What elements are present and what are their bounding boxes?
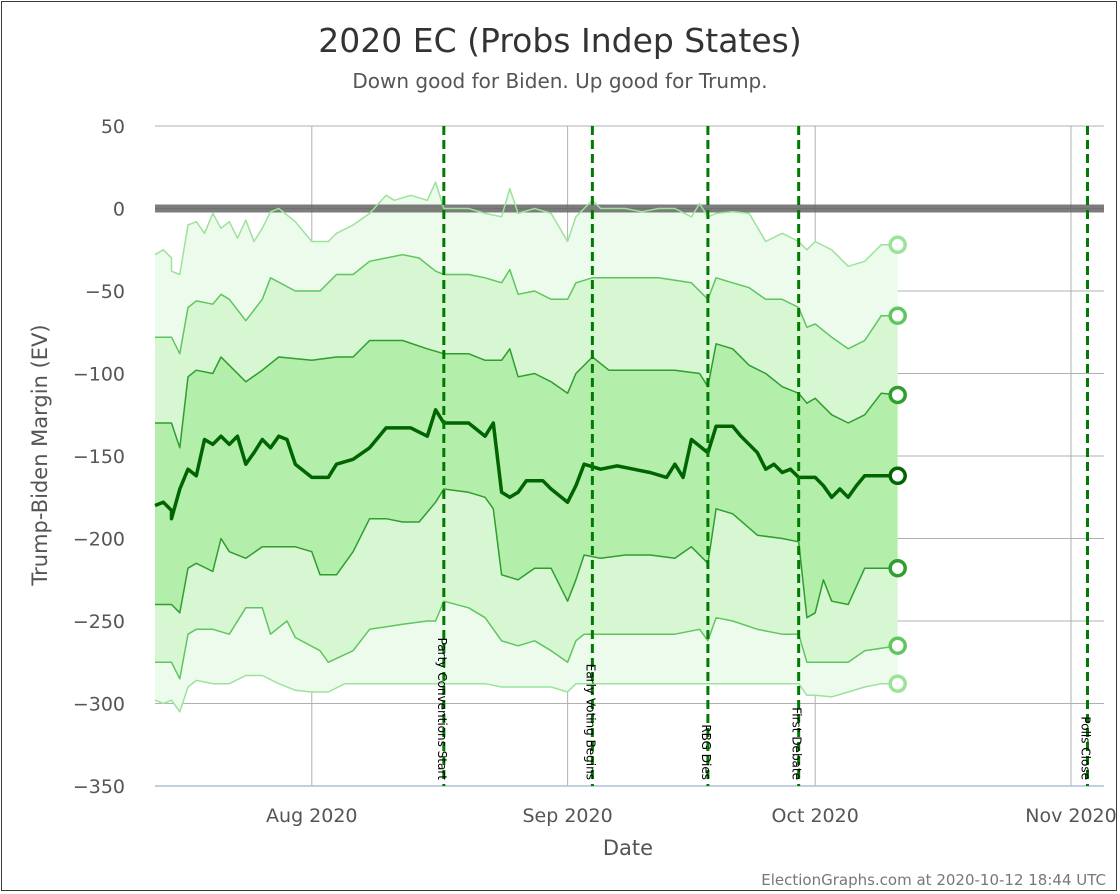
event-label: Polls Close xyxy=(1079,716,1093,780)
x-tick-label: Oct 2020 xyxy=(772,805,859,827)
y-axis-title: Trump-Biden Margin (EV) xyxy=(28,324,52,586)
end-marker xyxy=(888,385,907,405)
band-fill xyxy=(155,182,898,354)
y-tick-label: 0 xyxy=(113,199,125,221)
series-line-lower-outer xyxy=(154,674,898,713)
end-marker xyxy=(888,306,907,325)
series-line-median xyxy=(154,408,898,521)
y-tick-label: −300 xyxy=(73,694,125,716)
event-label: RBG Dies xyxy=(699,724,713,780)
end-marker xyxy=(888,636,907,655)
chart-title: 2020 EC (Probs Indep States) xyxy=(318,21,801,60)
end-marker xyxy=(888,674,907,693)
series-line-upper-inner xyxy=(155,253,898,355)
end-marker xyxy=(888,558,907,578)
x-tick-label: Aug 2020 xyxy=(266,805,358,827)
end-marker xyxy=(888,235,907,255)
y-tick-label: −250 xyxy=(73,611,125,633)
y-tick-label: −200 xyxy=(73,529,125,551)
credit-text: ElectionGraphs.com at 2020-10-12 18:44 U… xyxy=(761,871,1106,889)
plot-area: 50 0 −50 −100 −150 −200 −250 −300 −350 Aug 2020 Se… xyxy=(73,116,1117,827)
y-tick-label: −350 xyxy=(73,776,125,798)
y-tick-label: −50 xyxy=(85,281,125,303)
event-label: Party Conventions Start xyxy=(435,638,449,781)
x-tick-label: Nov 2020 xyxy=(1025,805,1116,827)
series-line-lower-inner xyxy=(155,600,898,680)
series-line-upper-core xyxy=(155,339,898,449)
band-fill xyxy=(155,601,898,712)
band-fill xyxy=(155,254,898,448)
series-line-upper-outer xyxy=(154,181,898,276)
y-tick-label: 50 xyxy=(101,116,125,138)
chart-subtitle: Down good for Biden. Up good for Trump. xyxy=(352,69,767,93)
y-tick-label: −100 xyxy=(73,364,125,386)
x-tick-label: Sep 2020 xyxy=(522,805,612,827)
series-line-lower-core xyxy=(155,488,898,619)
end-marker xyxy=(888,466,907,486)
event-label: First Debate xyxy=(790,707,804,780)
x-axis-title: Date xyxy=(603,836,653,860)
y-tick-label: −150 xyxy=(73,446,125,468)
event-label: Early Voting Begins xyxy=(583,664,597,780)
